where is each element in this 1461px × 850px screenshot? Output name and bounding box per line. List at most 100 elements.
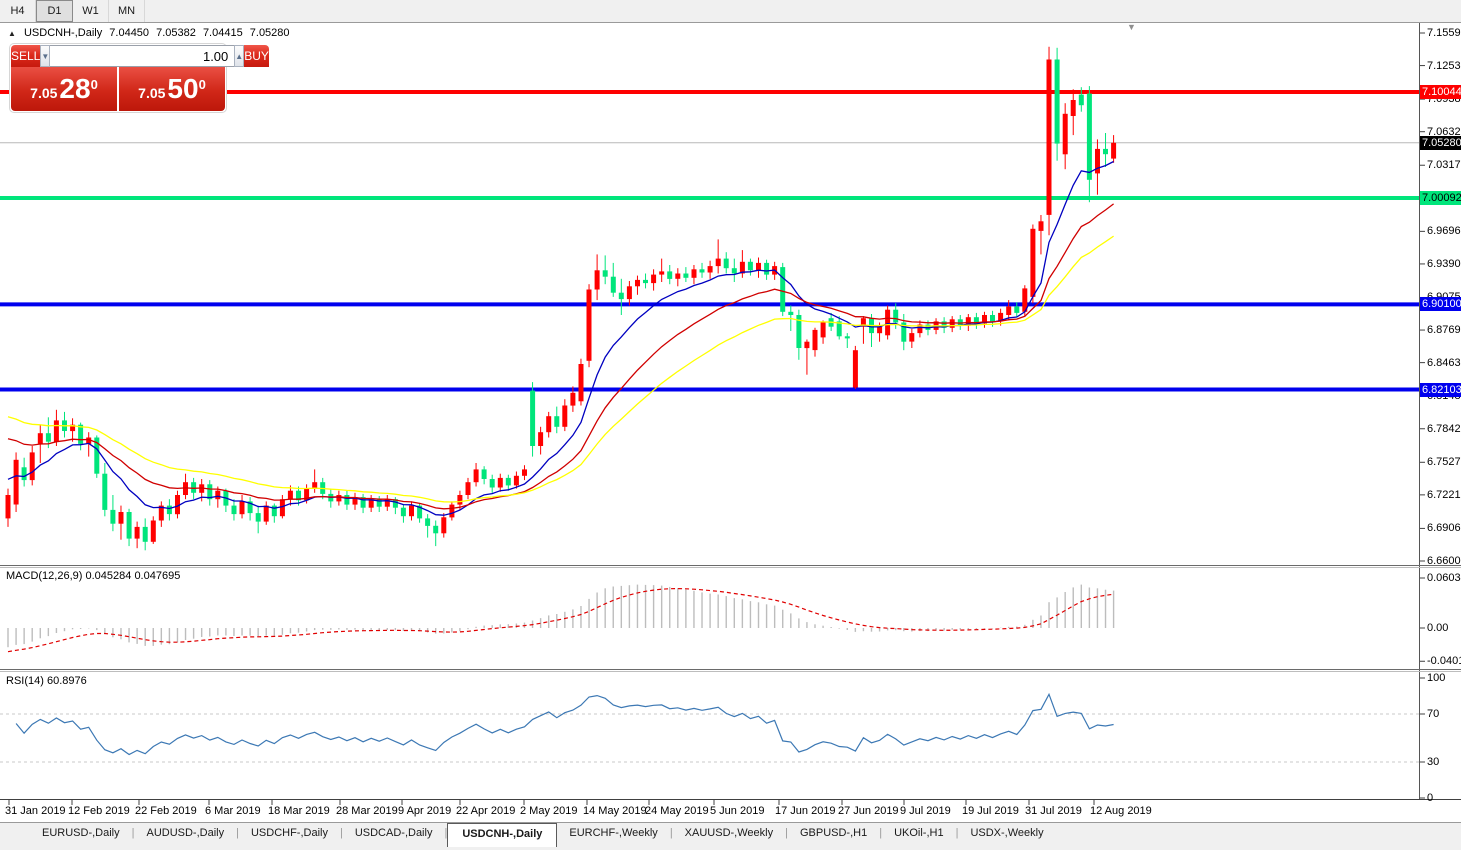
symbol-name: USDCNH-,Daily <box>23 27 103 39</box>
price-tick-label: 6.84630 <box>1427 356 1461 369</box>
price-tick-label: 6.93900 <box>1427 257 1461 270</box>
date-label: 24 May 2019 <box>645 805 709 817</box>
buy-price-base: 7.05 <box>138 85 166 101</box>
lot-size-input[interactable] <box>50 45 235 67</box>
macd-histogram <box>7 584 1115 648</box>
tab-separator: | <box>131 827 135 839</box>
buy-price-button[interactable]: 7.05 50 0 <box>119 67 225 111</box>
lot-increase-button[interactable]: ▲ <box>234 45 245 67</box>
lot-decrease-button[interactable]: ▼ <box>40 45 51 67</box>
chart-tab-eurusd-daily[interactable]: EURUSD-,Daily <box>42 827 120 839</box>
price-tick-label: 6.72210 <box>1427 488 1461 501</box>
date-label: 22 Apr 2019 <box>456 805 516 817</box>
price-tick-label: 7.12530 <box>1427 59 1461 72</box>
rsi-tick-label: 30 <box>1427 756 1440 768</box>
sell-price-point: 0 <box>90 76 98 92</box>
symbol-info-bar: ▲ USDCNH-,Daily 7.04450 7.05382 7.04415 … <box>8 27 294 39</box>
ohlc-open: 7.04450 <box>109 27 150 39</box>
support-line-label: 6.90100 <box>1420 297 1461 312</box>
collapse-arrow-icon[interactable]: ▲ <box>8 29 16 38</box>
tab-separator: | <box>236 827 239 839</box>
timeframe-toolbar: H4 D1 W1 MN <box>0 0 1461 23</box>
rsi-value: 60.8976 <box>46 675 87 687</box>
chart-tab-usdcad-daily[interactable]: USDCAD-,Daily <box>354 827 433 839</box>
price-tick-label: 7.03170 <box>1427 159 1461 172</box>
date-label: 5 Jun 2019 <box>710 805 765 817</box>
rsi-tick-label: 0 <box>1427 792 1434 804</box>
date-label: 28 Mar 2019 <box>336 805 398 817</box>
chart-tab-usdcnh-daily[interactable]: USDCNH-,Daily <box>447 823 558 847</box>
tab-separator: | <box>669 827 673 839</box>
chart-tab-usdchf-daily[interactable]: USDCHF-,Daily <box>250 827 328 839</box>
rsi-tick-label: 100 <box>1427 672 1446 684</box>
date-label: 17 Jun 2019 <box>775 805 836 817</box>
chart-shift-icon[interactable]: ▼ <box>1127 22 1136 32</box>
buy-price-point: 0 <box>198 76 206 92</box>
date-label: 19 Jul 2019 <box>962 805 1019 817</box>
chart-tab-usdx-weekly[interactable]: USDX-,Weekly <box>970 827 1044 839</box>
support-line-label: 7.00092 <box>1420 191 1461 205</box>
price-tick-label: 7.06320 <box>1427 125 1461 138</box>
tab-separator: | <box>879 827 883 839</box>
macd-tick-label: 0.00 <box>1427 622 1449 634</box>
current-price-label: 7.05280 <box>1420 135 1461 150</box>
macd-tick-label: -0.040136 <box>1427 655 1461 668</box>
sell-button[interactable]: SELL <box>11 45 41 67</box>
timeframe-button-mn[interactable]: MN <box>109 0 145 22</box>
tab-separator: | <box>955 827 959 839</box>
one-click-trading-panel: SELL ▼ ▲ BUY 7.05 28 0 7.05 50 0 <box>10 44 269 112</box>
chart-tab-gbpusd-h1[interactable]: GBPUSD-,H1 <box>799 827 868 839</box>
chart-tab-audusd-daily[interactable]: AUDUSD-,Daily <box>146 827 225 839</box>
rsi-indicator-label: RSI(14) 60.8976 <box>6 675 87 687</box>
tab-separator: | <box>339 827 343 839</box>
tab-separator: | <box>444 827 448 839</box>
date-label: 31 Jan 2019 <box>5 805 66 817</box>
ma-mid-line <box>7 203 1114 510</box>
sell-price-base: 7.05 <box>30 85 58 101</box>
macd-tick-label: 0.060343 <box>1427 571 1461 584</box>
date-label: 9 Apr 2019 <box>398 805 452 817</box>
price-tick-label: 6.78420 <box>1427 422 1461 435</box>
date-label: 18 Mar 2019 <box>268 805 330 817</box>
ohlc-close: 7.05280 <box>249 27 290 39</box>
buy-button[interactable]: BUY <box>244 45 269 67</box>
date-label: 6 Mar 2019 <box>205 805 261 817</box>
rsi-tick-label: 70 <box>1427 708 1440 720</box>
date-label: 2 May 2019 <box>520 805 578 817</box>
date-label: 22 Feb 2019 <box>135 805 197 817</box>
rsi-line <box>15 692 1114 756</box>
chart-tab-bar: EURUSD-,Daily | AUDUSD-,Daily | USDCHF-,Dail… <box>0 822 1461 850</box>
resistance-line-label: 7.10044 <box>1420 85 1461 100</box>
macd-indicator-label: MACD(12,26,9) 0.045284 0.047695 <box>6 570 181 582</box>
ma-fast-line <box>7 160 1114 516</box>
price-tick-label: 6.96960 <box>1427 225 1461 238</box>
timeframe-button-h4[interactable]: H4 <box>0 0 36 22</box>
date-label: 27 Jun 2019 <box>838 805 899 817</box>
buy-price-pips: 50 <box>167 73 199 104</box>
support-line-label: 6.82103 <box>1420 382 1461 397</box>
sell-price-button[interactable]: 7.05 28 0 <box>11 67 117 111</box>
date-label: 31 Jul 2019 <box>1025 805 1082 817</box>
sell-price-pips: 28 <box>59 73 91 104</box>
chart-tab-xauusd-weekly[interactable]: XAUUSD-,Weekly <box>684 827 774 839</box>
ohlc-high: 7.05382 <box>156 27 196 39</box>
spinner-down-icon: ▼ <box>41 51 50 61</box>
timeframe-button-d1[interactable]: D1 <box>36 0 73 22</box>
date-label: 12 Feb 2019 <box>68 805 130 817</box>
chart-tab-ukoil-h1[interactable]: UKOil-,H1 <box>894 827 944 839</box>
date-label: 14 May 2019 <box>583 805 647 817</box>
macd-value: 0.045284 <box>85 570 132 582</box>
candles-layer <box>5 46 1117 551</box>
chart-tab-eurchf-weekly[interactable]: EURCHF-,Weekly <box>569 827 658 839</box>
price-tick-label: 6.69060 <box>1427 522 1461 535</box>
macd-signal-value: 0.047695 <box>134 570 181 582</box>
timeframe-button-w1[interactable]: W1 <box>73 0 109 22</box>
ohlc-low: 7.04415 <box>202 27 243 39</box>
date-label: 9 Jul 2019 <box>900 805 951 817</box>
spinner-up-icon: ▲ <box>235 51 244 61</box>
price-tick-label: 6.87690 <box>1427 324 1461 337</box>
macd-signal-line <box>7 587 1114 653</box>
